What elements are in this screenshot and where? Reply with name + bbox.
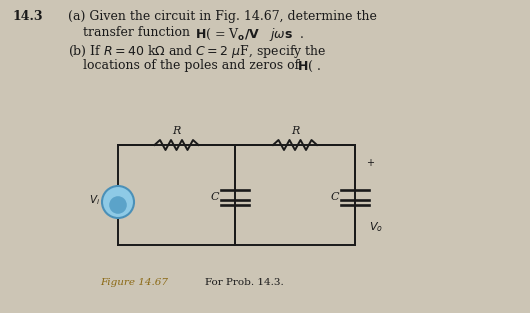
Text: $V_o$: $V_o$ (369, 220, 383, 234)
Text: $V_i$: $V_i$ (89, 193, 100, 207)
Text: C: C (331, 192, 339, 202)
Circle shape (102, 186, 134, 218)
Text: R: R (172, 126, 181, 136)
Text: Figure 14.67: Figure 14.67 (100, 278, 168, 287)
Text: 14.3: 14.3 (13, 10, 43, 23)
Text: R: R (291, 126, 299, 136)
Text: For Prob. 14.3.: For Prob. 14.3. (205, 278, 284, 287)
Text: $\mathbf{H}$( = V$_\mathbf{o}$$\mathbf{/V}$   $j$$\omega$$\mathbf{s}$  .: $\mathbf{H}$( = V$_\mathbf{o}$$\mathbf{/… (195, 26, 305, 43)
Text: $\mathbf{H}$( .: $\mathbf{H}$( . (297, 59, 321, 74)
Circle shape (109, 196, 127, 214)
Text: +: + (366, 158, 374, 168)
Text: C: C (211, 192, 219, 202)
Text: (b) If $R = 40$ k$\Omega$ and $C = 2\ \mu$F, specify the: (b) If $R = 40$ k$\Omega$ and $C = 2\ \m… (68, 43, 326, 60)
Text: transfer function: transfer function (83, 26, 190, 39)
Text: (a) Given the circuit in Fig. 14.67, determine the: (a) Given the circuit in Fig. 14.67, det… (68, 10, 377, 23)
Text: locations of the poles and zeros of: locations of the poles and zeros of (83, 59, 299, 72)
